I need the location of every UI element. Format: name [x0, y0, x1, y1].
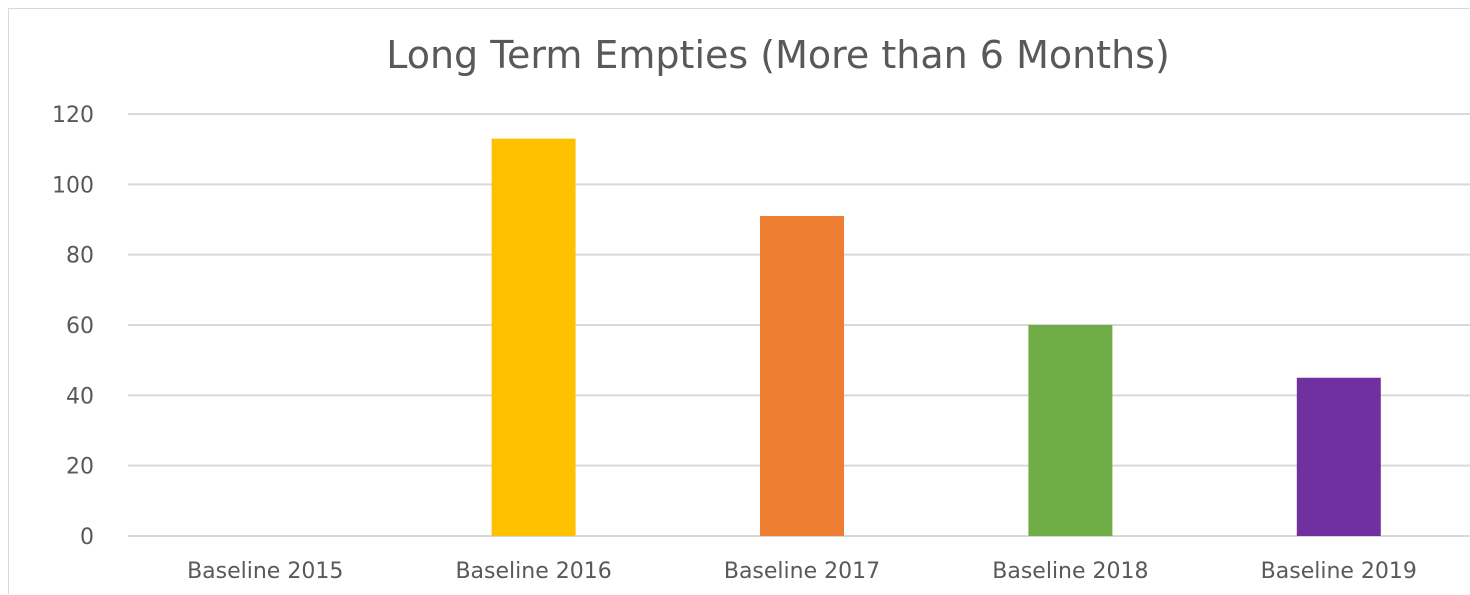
y-tick-label: 40: [66, 384, 94, 409]
bar-baseline-2019: [1296, 377, 1381, 536]
y-tick-label: 80: [66, 244, 94, 269]
y-tick-label: 100: [52, 173, 94, 198]
chart-title: Long Term Empties (More than 6 Months): [386, 33, 1170, 77]
y-tick-label: 60: [66, 314, 94, 339]
bar-baseline-2018: [1028, 325, 1113, 536]
x-category-label: Baseline 2016: [455, 559, 611, 584]
bars: [491, 138, 1381, 536]
x-category-label: Baseline 2019: [1261, 559, 1417, 584]
y-tick-label: 20: [66, 455, 94, 480]
x-category-label: Baseline 2018: [992, 559, 1148, 584]
y-axis-ticks: 0 20 40 60 80 100 120: [52, 103, 94, 550]
bar-baseline-2017: [760, 215, 844, 536]
y-tick-label: 0: [80, 525, 94, 550]
x-category-label: Baseline 2017: [724, 559, 880, 584]
y-tick-label: 120: [52, 103, 94, 128]
bar-baseline-2016: [491, 138, 576, 536]
chart-frame: [8, 8, 1469, 594]
x-category-label: Baseline 2015: [187, 559, 343, 584]
x-axis-labels: Baseline 2015 Baseline 2016 Baseline 2017 B…: [187, 559, 1417, 584]
